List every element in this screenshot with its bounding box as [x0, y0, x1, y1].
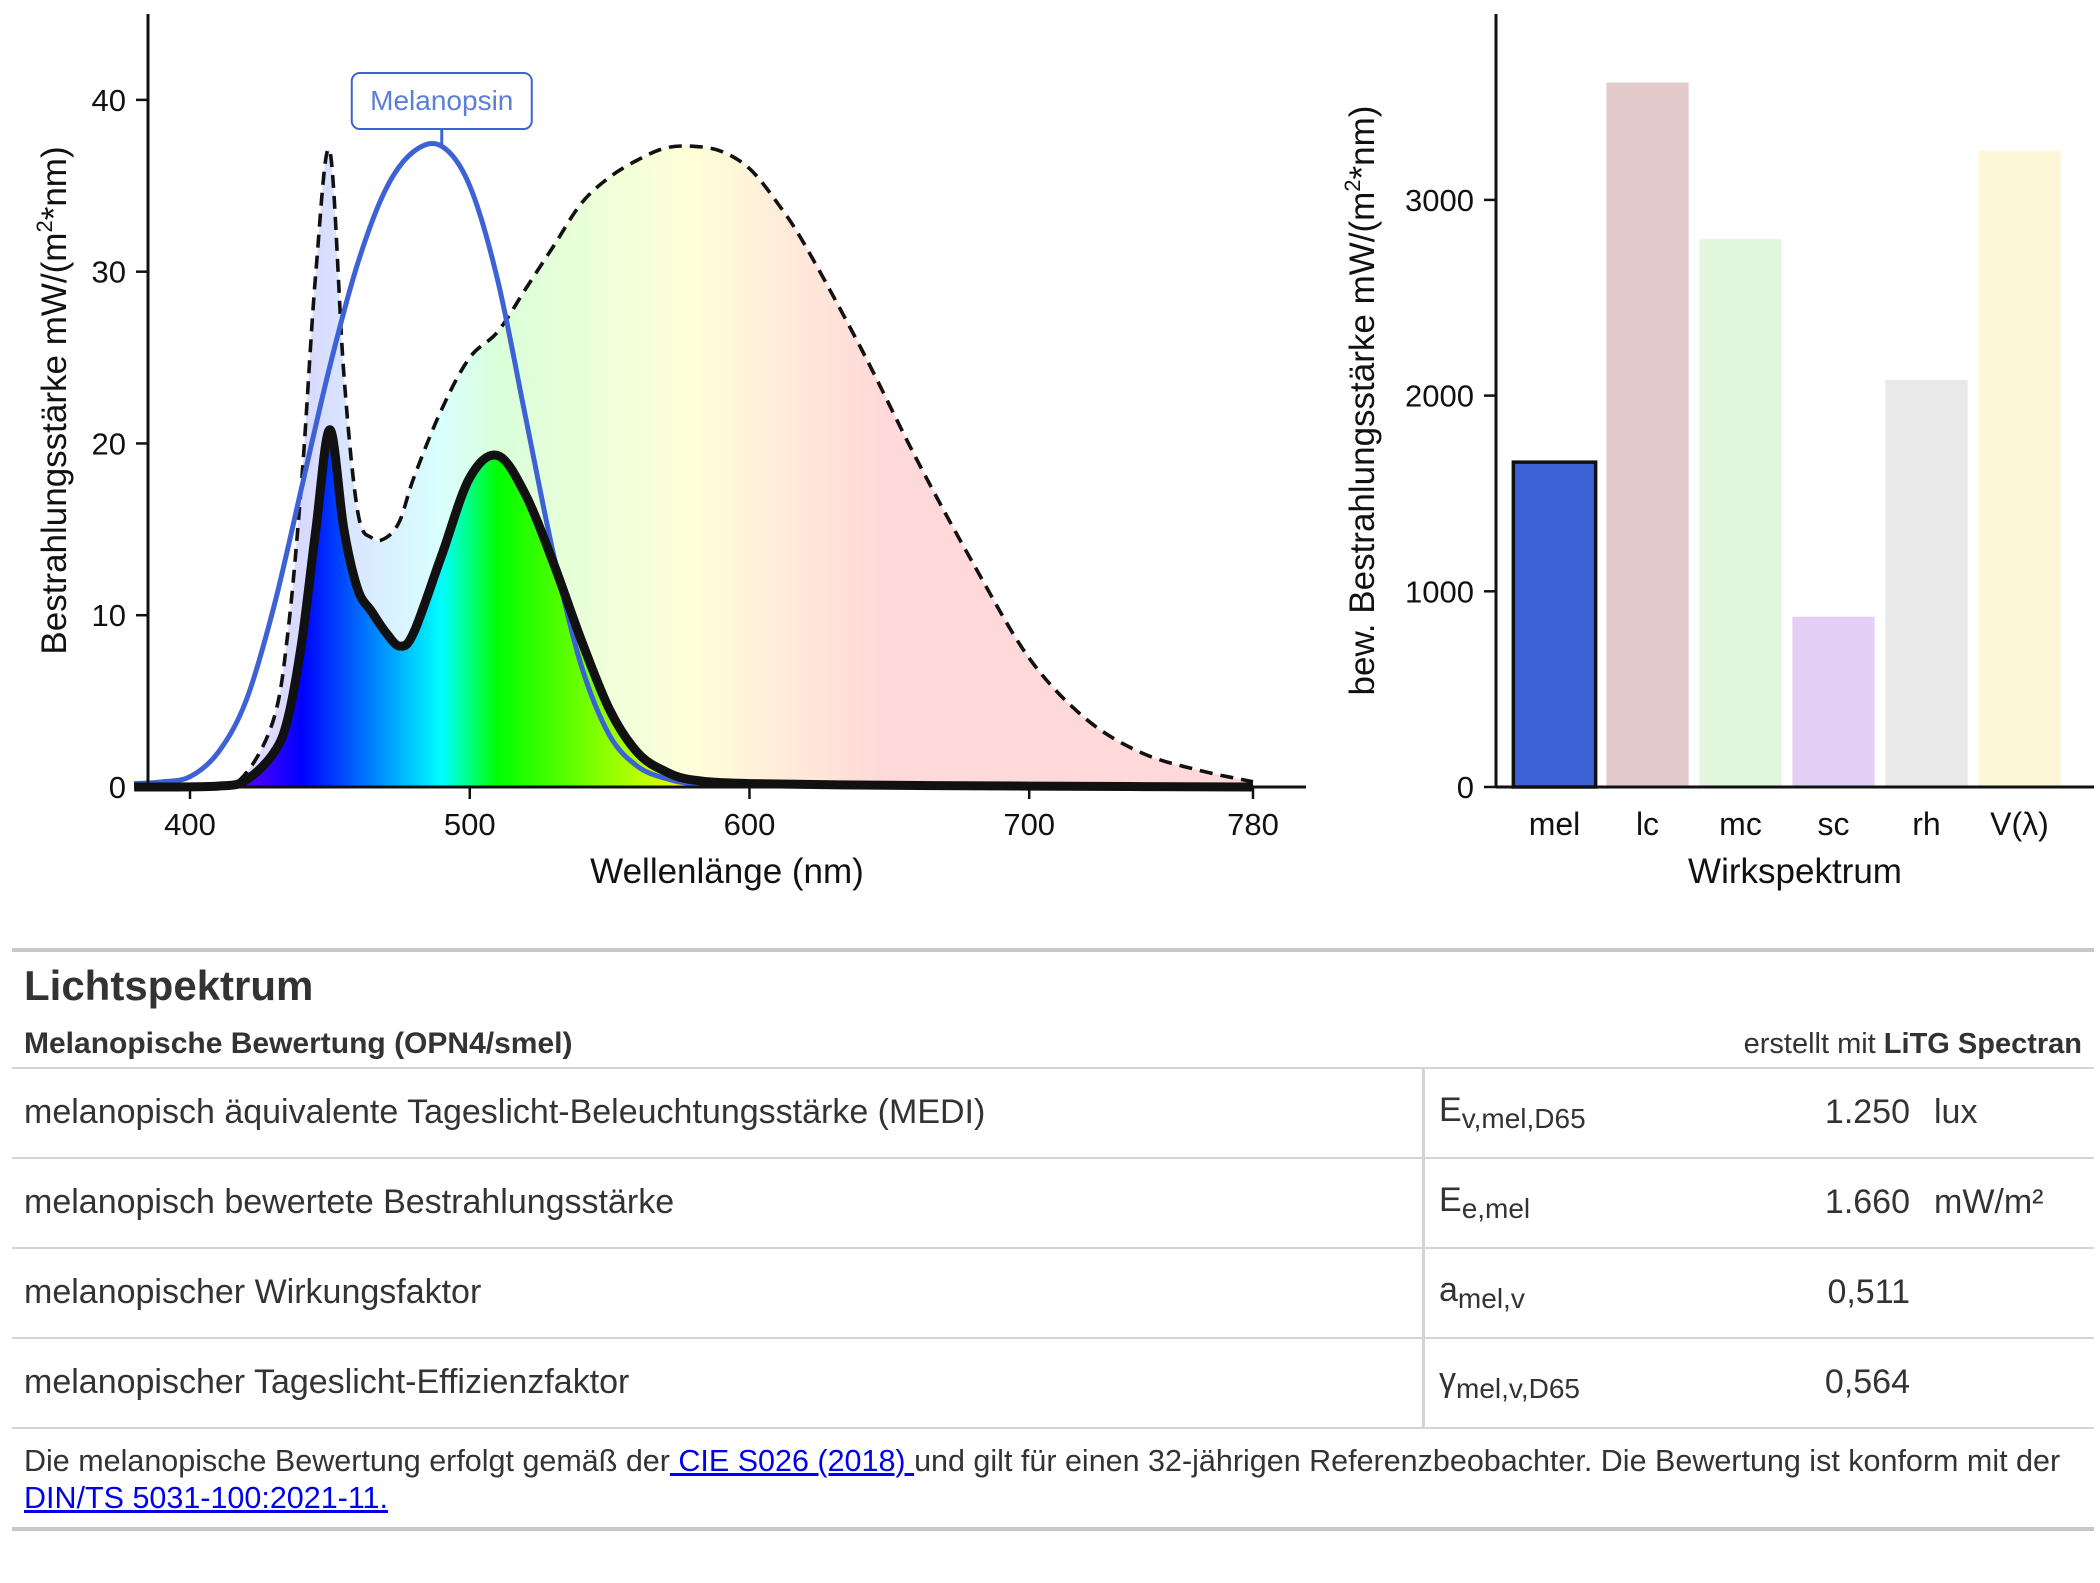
row-unit — [1910, 1336, 2094, 1427]
symbol-sub: v,mel,D65 — [1461, 1102, 1586, 1134]
y-tick-label: 30 — [92, 255, 126, 290]
table-row: melanopischer Wirkungsfaktor amel,v 0,51… — [12, 1246, 2094, 1338]
bar-y-axis-label: bew. Bestrahlungsstärke mW/(m2*nm) — [1340, 106, 1382, 696]
symbol-sub: mel,v,D65 — [1456, 1372, 1580, 1404]
row-symbol: Ev,mel,D65 — [1422, 1066, 1755, 1158]
bar-x-axis-label: Wirkspektrum — [1688, 852, 1902, 891]
footnote-text-1: Die melanopische Bewertung erfolgt gemäß… — [24, 1443, 670, 1478]
x-tick-label: 600 — [724, 807, 776, 842]
row-unit: mW/m² — [1910, 1156, 2094, 1248]
table-row: melanopisch bewertete Bestrahlungsstärke… — [12, 1156, 2094, 1248]
bar-category-label: sc — [1818, 806, 1850, 842]
credit-prefix: erstellt mit — [1743, 1027, 1884, 1060]
bar-y-axis-label-end: *nm) — [1343, 106, 1382, 180]
report-title: Lichtspektrum — [24, 962, 314, 1009]
row-label: melanopischer Tageslicht-Effizienzfaktor — [12, 1336, 1424, 1427]
x-axis-label: Wellenlänge (nm) — [590, 852, 864, 891]
symbol-base: E — [1439, 1180, 1462, 1219]
row-value: 1.250 — [1755, 1066, 1910, 1158]
bar-category-label: lc — [1636, 806, 1659, 842]
annotation-label: Melanopsin — [370, 85, 513, 116]
bar-sc — [1792, 616, 1875, 787]
row-symbol: Ee,mel — [1422, 1156, 1755, 1248]
report-header: Lichtspektrum Melanopische Bewertung (OP… — [12, 952, 2094, 1067]
y-axis-label: Bestrahlungsstärke mW/(m2*nm) — [32, 146, 74, 654]
row-unit — [1910, 1246, 2094, 1338]
credit-brand: LiTG Spectran — [1883, 1027, 2082, 1060]
bar-category-label: V(λ) — [1990, 806, 2049, 842]
x-tick-label: 700 — [1003, 807, 1055, 842]
symbol-base: a — [1439, 1270, 1458, 1309]
bar-y-axis-label-sup: 2 — [1340, 179, 1365, 191]
y-tick-label: 10 — [92, 598, 126, 633]
symbol-base: E — [1439, 1090, 1462, 1129]
bar-mel — [1511, 460, 1598, 789]
bar-v — [1978, 150, 2061, 788]
bar-category-label: rh — [1912, 806, 1940, 842]
bar-y-axis-label-main: bew. Bestrahlungsstärke mW/(m — [1343, 192, 1382, 696]
spectrum-curve — [134, 425, 1254, 792]
x-tick-label: 500 — [444, 807, 496, 842]
row-symbol: γmel,v,D65 — [1422, 1336, 1755, 1427]
bar-chart: mel lc mc sc rh V(λ) 0 1000 2000 3000 Wirkspektrum… — [1340, 14, 2094, 891]
bar-category-label: mel — [1529, 806, 1581, 842]
footnote: Die melanopische Bewertung erfolgt gemäß… — [12, 1426, 2094, 1527]
bar-y-tick-label: 1000 — [1405, 574, 1474, 609]
row-value: 0,564 — [1755, 1336, 1910, 1427]
bar-category-label: mc — [1719, 806, 1762, 842]
y-tick-label: 20 — [92, 426, 126, 461]
footnote-text-2: und gilt für einen 32-jährigen Referenzb… — [914, 1443, 2061, 1478]
row-value: 1.660 — [1755, 1156, 1910, 1248]
table-row: melanopischer Tageslicht-Effizienzfaktor… — [12, 1336, 2094, 1427]
report-subtitle: Melanopische Bewertung (OPN4/smel) — [24, 1026, 573, 1060]
y-axis-label-end: *nm) — [35, 146, 74, 220]
values-table: melanopisch äquivalente Tageslicht-Beleu… — [12, 1066, 2094, 1427]
reference-curve — [134, 144, 1254, 789]
bar-y-tick-label: 3000 — [1405, 183, 1474, 218]
report-credit: erstellt mit LiTG Spectran — [1744, 1028, 2082, 1061]
symbol-sub: mel,v — [1457, 1282, 1525, 1314]
row-label: melanopisch bewertete Bestrahlungsstärke — [12, 1156, 1424, 1248]
spectrum-area — [134, 429, 1254, 787]
report-panel: Lichtspektrum Melanopische Bewertung (OP… — [12, 948, 2094, 1531]
row-label: melanopisch äquivalente Tageslicht-Beleu… — [12, 1066, 1424, 1158]
report-bottom-rule — [12, 1526, 2094, 1531]
report-subtitle-row: Melanopische Bewertung (OPN4/smel) erste… — [24, 1027, 2082, 1061]
y-axis-label-sup: 2 — [32, 220, 57, 232]
y-tick-label: 0 — [109, 770, 126, 805]
cie-s026-link[interactable]: CIE S026 (2018) — [669, 1443, 915, 1478]
din-ts-link[interactable]: DIN/TS 5031-100:2021-11. — [24, 1480, 388, 1515]
table-row: melanopisch äquivalente Tageslicht-Beleu… — [12, 1066, 2094, 1158]
bar-mc — [1699, 239, 1782, 787]
row-symbol: amel,v — [1422, 1246, 1755, 1338]
report-top-rule — [12, 948, 2094, 952]
row-label: melanopischer Wirkungsfaktor — [12, 1246, 1424, 1338]
bar-y-tick-label: 0 — [1457, 770, 1474, 805]
x-tick-label: 400 — [164, 807, 216, 842]
bar-lc — [1606, 82, 1689, 788]
y-tick-label: 40 — [92, 83, 126, 118]
y-axis-label-main: Bestrahlungsstärke mW/(m — [35, 233, 74, 655]
symbol-sub: e,mel — [1461, 1192, 1531, 1224]
x-tick-label: 780 — [1227, 807, 1279, 842]
symbol-base: γ — [1439, 1360, 1456, 1399]
row-value: 0,511 — [1755, 1246, 1910, 1338]
row-unit: lux — [1910, 1066, 2094, 1158]
bar-rh — [1885, 379, 1968, 787]
spectrum-chart: 400 500 600 700 780 0 10 20 30 40 Wellenlänge (nm)… — [32, 14, 1306, 891]
annotation-box — [350, 72, 533, 130]
bar-y-tick-label: 2000 — [1405, 379, 1474, 414]
